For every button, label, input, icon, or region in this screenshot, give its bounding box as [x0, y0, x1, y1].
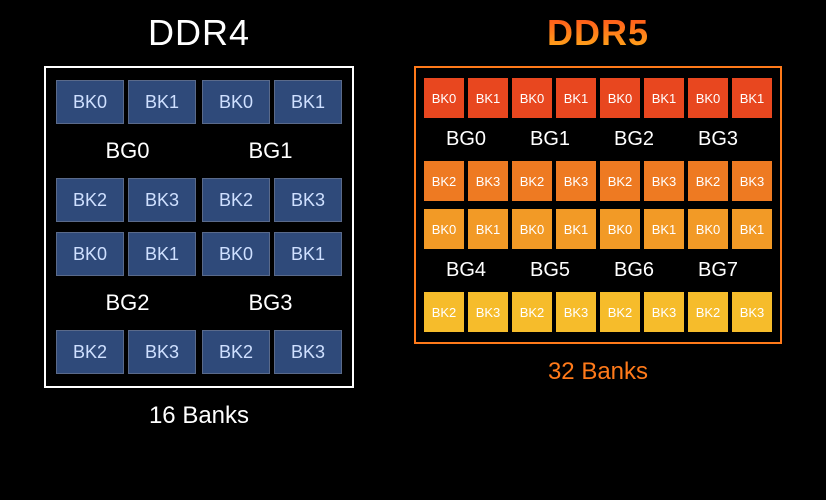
ddr4-bankgroup-label-row: BG0BG1 — [56, 134, 342, 168]
ddr4-bank-row: BK0BK1BK0BK1 — [56, 80, 342, 124]
ddr5-bank-cell: BK1 — [468, 78, 508, 118]
ddr5-bank-cell: BK3 — [468, 161, 508, 201]
ddr5-frame: BK0BK1BK0BK1BK0BK1BK0BK1BG0BG1BG2BG3BK2B… — [414, 66, 782, 344]
ddr4-bank-cell: BK0 — [202, 80, 270, 124]
ddr4-title: DDR4 — [148, 12, 250, 54]
ddr5-bank-cell: BK2 — [424, 161, 464, 201]
ddr5-bank-row: BK2BK3BK2BK3BK2BK3BK2BK3 — [424, 161, 772, 201]
ddr5-bank-row: BK0BK1BK0BK1BK0BK1BK0BK1 — [424, 78, 772, 118]
ddr4-column: DDR4 BK0BK1BK0BK1BG0BG1BK2BK3BK2BK3BK0BK… — [44, 12, 354, 430]
ddr4-bankgroup-label: BG2 — [56, 290, 199, 316]
ddr5-bankgroup-label: BG1 — [508, 128, 592, 151]
ddr4-bank-cell: BK1 — [128, 80, 196, 124]
ddr4-bank-cell: BK2 — [56, 330, 124, 374]
ddr5-column: DDR5 BK0BK1BK0BK1BK0BK1BK0BK1BG0BG1BG2BG… — [414, 12, 782, 386]
ddr5-bank-cell: BK2 — [688, 292, 728, 332]
ddr5-bank-cell: BK0 — [512, 78, 552, 118]
ddr5-bank-cell: BK1 — [644, 209, 684, 249]
ddr5-bank-cell: BK1 — [732, 209, 772, 249]
ddr5-bank-cell: BK2 — [688, 161, 728, 201]
ddr5-bank-cell: BK3 — [732, 292, 772, 332]
ddr5-bank-cell: BK2 — [512, 292, 552, 332]
ddr4-bank-cell: BK2 — [202, 178, 270, 222]
ddr5-bank-cell: BK3 — [732, 161, 772, 201]
ddr5-bank-cell: BK0 — [600, 209, 640, 249]
ddr4-bank-cell: BK3 — [128, 330, 196, 374]
ddr5-bankgroup-label-row: BG0BG1BG2BG3 — [424, 128, 772, 151]
ddr5-bankgroup-label-row: BG4BG5BG6BG7 — [424, 259, 772, 282]
ddr5-bank-cell: BK1 — [732, 78, 772, 118]
ddr5-bank-row: BK0BK1BK0BK1BK0BK1BK0BK1 — [424, 209, 772, 249]
ddr4-bank-cell: BK0 — [56, 80, 124, 124]
ddr5-bankgroup-label: BG2 — [592, 128, 676, 151]
ddr4-bankgroup-label-row: BG2BG3 — [56, 286, 342, 320]
ddr4-bankgroup-label: BG1 — [199, 138, 342, 164]
ddr5-bank-cell: BK1 — [556, 209, 596, 249]
ddr5-bank-cell: BK3 — [556, 161, 596, 201]
ddr5-bank-cell: BK0 — [600, 78, 640, 118]
ddr5-bankgroup-label: BG7 — [676, 259, 760, 282]
ddr4-caption: 16 Banks — [149, 402, 249, 430]
ddr5-title: DDR5 — [547, 12, 649, 54]
ddr4-bank-cell: BK1 — [274, 80, 342, 124]
ddr5-bank-row: BK2BK3BK2BK3BK2BK3BK2BK3 — [424, 292, 772, 332]
ddr5-bank-cell: BK0 — [424, 209, 464, 249]
ddr5-bank-cell: BK1 — [644, 78, 684, 118]
ddr4-frame: BK0BK1BK0BK1BG0BG1BK2BK3BK2BK3BK0BK1BK0B… — [44, 66, 354, 388]
ddr4-bank-cell: BK0 — [56, 232, 124, 276]
ddr5-bank-cell: BK1 — [468, 209, 508, 249]
ddr5-bank-cell: BK0 — [688, 78, 728, 118]
ddr5-bank-cell: BK2 — [512, 161, 552, 201]
ddr4-bank-cell: BK2 — [56, 178, 124, 222]
ddr4-bank-cell: BK0 — [202, 232, 270, 276]
ddr5-bank-cell: BK0 — [688, 209, 728, 249]
ddr4-bank-cell: BK3 — [128, 178, 196, 222]
ddr5-bank-cell: BK3 — [468, 292, 508, 332]
ddr4-bank-cell: BK2 — [202, 330, 270, 374]
ddr5-bank-cell: BK1 — [556, 78, 596, 118]
ddr5-caption: 32 Banks — [548, 358, 648, 386]
ddr5-bank-cell: BK2 — [600, 161, 640, 201]
ddr5-bankgroup-label: BG5 — [508, 259, 592, 282]
ddr4-bank-row: BK0BK1BK0BK1 — [56, 232, 342, 276]
ddr4-bank-row: BK2BK3BK2BK3 — [56, 178, 342, 222]
ddr4-bank-row: BK2BK3BK2BK3 — [56, 330, 342, 374]
ddr4-bank-cell: BK3 — [274, 178, 342, 222]
ddr5-bankgroup-label: BG3 — [676, 128, 760, 151]
ddr4-bankgroup-label: BG0 — [56, 138, 199, 164]
ddr4-bank-cell: BK1 — [274, 232, 342, 276]
ddr5-bank-cell: BK3 — [644, 292, 684, 332]
ddr5-bankgroup-label: BG6 — [592, 259, 676, 282]
ddr4-bank-cell: BK3 — [274, 330, 342, 374]
ddr5-bank-cell: BK3 — [644, 161, 684, 201]
ddr5-bank-cell: BK2 — [600, 292, 640, 332]
ddr4-bank-cell: BK1 — [128, 232, 196, 276]
ddr5-bank-cell: BK2 — [424, 292, 464, 332]
ddr5-bank-cell: BK3 — [556, 292, 596, 332]
ddr4-bankgroup-label: BG3 — [199, 290, 342, 316]
ddr5-bank-cell: BK0 — [512, 209, 552, 249]
ddr5-bankgroup-label: BG0 — [424, 128, 508, 151]
ddr5-bank-cell: BK0 — [424, 78, 464, 118]
ddr5-bankgroup-label: BG4 — [424, 259, 508, 282]
